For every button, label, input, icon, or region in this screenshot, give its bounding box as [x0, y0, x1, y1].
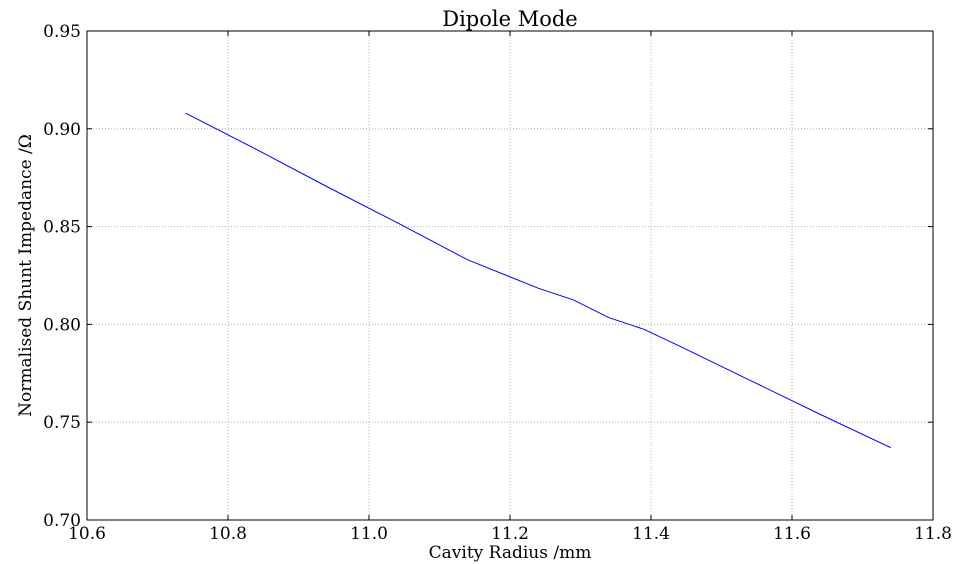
x-tick-label: 11.8: [914, 524, 952, 544]
grid-layer: [87, 31, 933, 520]
y-tick-label: 0.95: [43, 22, 81, 42]
x-tick-label: 10.8: [209, 524, 247, 544]
series-layer: [185, 112, 891, 449]
chart-title: Dipole Mode: [442, 7, 577, 31]
y-tick-label: 0.70: [43, 511, 81, 531]
tick-layer: [86, 30, 934, 521]
y-axis-label: Normalised Shunt Impedance /Ω: [16, 134, 36, 417]
series-line: [185, 112, 891, 449]
x-tick-label: 11.6: [773, 524, 811, 544]
x-axis-label: Cavity Radius /mm: [429, 543, 592, 563]
x-tick-label: 10.6: [68, 524, 106, 544]
y-tick-label: 0.75: [43, 413, 81, 433]
x-tick-label: 11.4: [632, 524, 670, 544]
y-tick-label: 0.85: [43, 218, 81, 238]
y-tick-label: 0.80: [43, 315, 81, 335]
plot-frame: [86, 30, 934, 521]
tick-label-layer: 10.6 10.8 11.0 11.2 11.4 11.6 11.8 0.70 0.75 0.80…: [43, 22, 952, 544]
x-tick-label: 11.2: [491, 524, 529, 544]
y-tick-label: 0.90: [43, 120, 81, 140]
x-tick-label: 11.0: [350, 524, 388, 544]
